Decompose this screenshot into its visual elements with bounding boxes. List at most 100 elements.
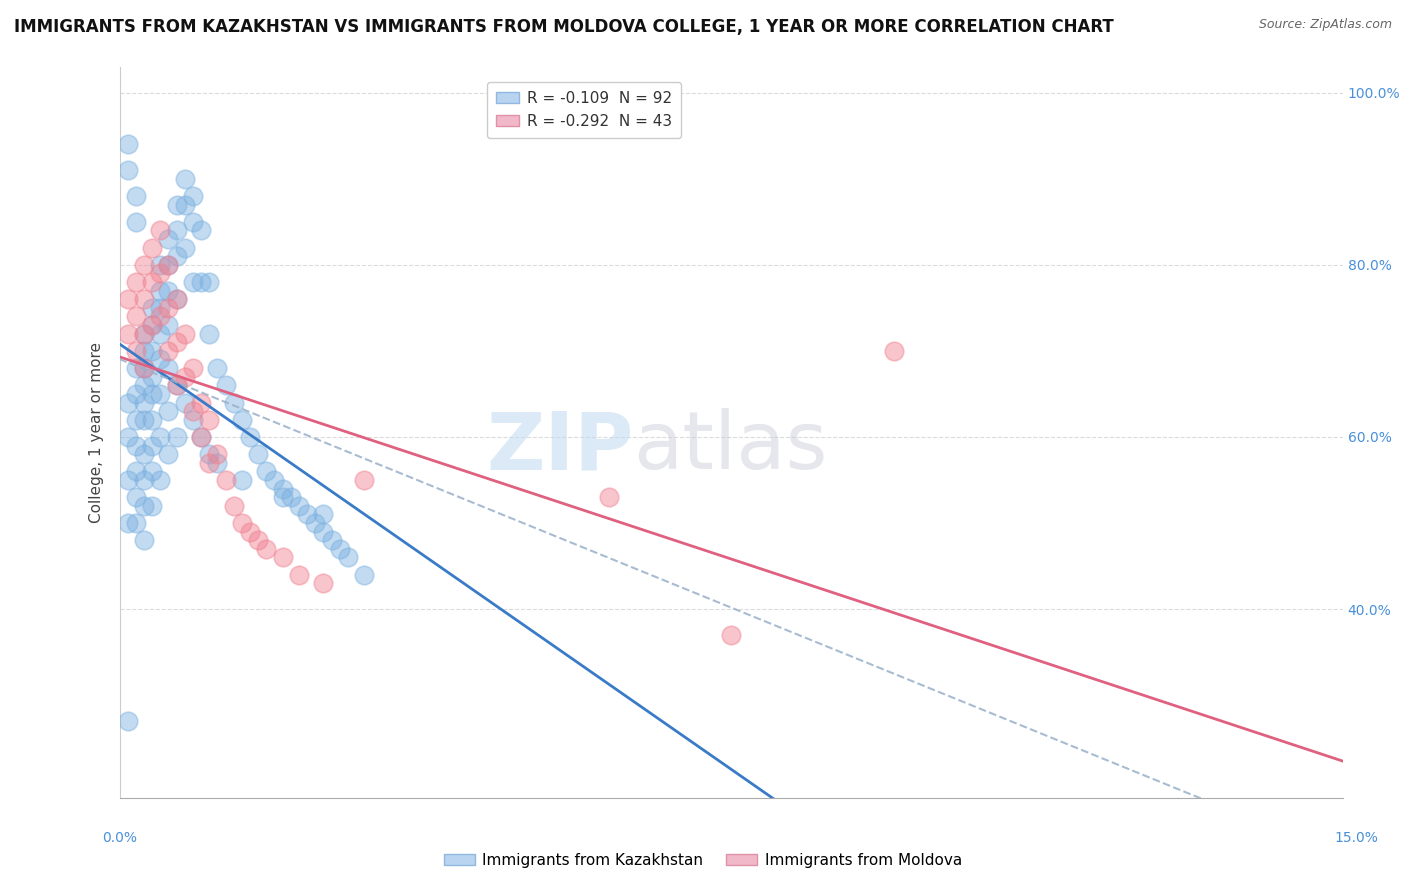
Point <box>720 628 742 642</box>
Text: atlas: atlas <box>633 409 828 486</box>
Point <box>117 516 139 530</box>
Point <box>141 301 163 315</box>
Point <box>166 223 188 237</box>
Y-axis label: College, 1 year or more: College, 1 year or more <box>89 343 104 523</box>
Point <box>312 508 335 522</box>
Point <box>117 292 139 306</box>
Point <box>181 404 204 418</box>
Point <box>295 508 318 522</box>
Point <box>125 464 148 478</box>
Point <box>173 171 195 186</box>
Point <box>157 343 180 358</box>
Point <box>214 378 236 392</box>
Point <box>271 482 294 496</box>
Point <box>149 430 172 444</box>
Point <box>141 318 163 332</box>
Point <box>173 369 195 384</box>
Point <box>263 473 285 487</box>
Point <box>149 310 172 324</box>
Point <box>190 395 212 409</box>
Point <box>157 361 180 376</box>
Point <box>117 714 139 728</box>
Point <box>190 275 212 289</box>
Text: IMMIGRANTS FROM KAZAKHSTAN VS IMMIGRANTS FROM MOLDOVA COLLEGE, 1 YEAR OR MORE CO: IMMIGRANTS FROM KAZAKHSTAN VS IMMIGRANTS… <box>14 18 1114 36</box>
Point <box>132 378 155 392</box>
Point <box>125 310 148 324</box>
Point <box>198 413 221 427</box>
Point <box>157 232 180 246</box>
Point <box>321 533 343 548</box>
Point <box>598 490 620 504</box>
Point <box>181 275 204 289</box>
Point <box>883 343 905 358</box>
Point <box>157 284 180 298</box>
Point <box>132 395 155 409</box>
Point <box>254 464 277 478</box>
Point <box>271 550 294 565</box>
Point <box>149 284 172 298</box>
Point <box>157 318 180 332</box>
Point <box>157 258 180 272</box>
Point <box>288 567 311 582</box>
Point <box>149 267 172 281</box>
Point <box>141 387 163 401</box>
Point <box>125 438 148 452</box>
Point <box>157 447 180 461</box>
Point <box>157 404 180 418</box>
Point <box>117 326 139 341</box>
Point <box>239 430 262 444</box>
Point <box>181 189 204 203</box>
Point <box>181 361 204 376</box>
Point <box>190 430 212 444</box>
Point <box>141 413 163 427</box>
Point <box>239 524 262 539</box>
Point <box>125 387 148 401</box>
Point <box>353 473 375 487</box>
Point <box>125 413 148 427</box>
Point <box>173 326 195 341</box>
Point <box>181 215 204 229</box>
Point <box>157 301 180 315</box>
Point <box>336 550 359 565</box>
Point <box>166 335 188 350</box>
Point <box>304 516 326 530</box>
Point <box>271 490 294 504</box>
Point <box>247 533 270 548</box>
Point <box>166 292 188 306</box>
Point <box>222 499 245 513</box>
Legend: Immigrants from Kazakhstan, Immigrants from Moldova: Immigrants from Kazakhstan, Immigrants f… <box>439 847 967 873</box>
Point <box>141 318 163 332</box>
Point <box>141 464 163 478</box>
Text: 0.0%: 0.0% <box>103 831 136 846</box>
Point <box>190 223 212 237</box>
Point <box>132 326 155 341</box>
Point <box>198 326 221 341</box>
Point <box>141 369 163 384</box>
Point <box>125 343 148 358</box>
Point <box>173 241 195 255</box>
Point <box>166 292 188 306</box>
Point <box>141 499 163 513</box>
Point <box>149 352 172 367</box>
Point <box>190 430 212 444</box>
Point <box>181 413 204 427</box>
Point <box>207 456 229 470</box>
Point <box>231 516 253 530</box>
Point <box>166 378 188 392</box>
Point <box>117 395 139 409</box>
Point <box>125 361 148 376</box>
Point <box>173 197 195 211</box>
Point <box>117 473 139 487</box>
Point <box>207 361 229 376</box>
Point <box>198 447 221 461</box>
Point <box>132 343 155 358</box>
Point <box>166 249 188 263</box>
Point <box>141 241 163 255</box>
Point <box>198 456 221 470</box>
Legend: R = -0.109  N = 92, R = -0.292  N = 43: R = -0.109 N = 92, R = -0.292 N = 43 <box>488 82 682 138</box>
Point <box>288 499 311 513</box>
Point <box>141 275 163 289</box>
Point <box>132 258 155 272</box>
Point <box>141 343 163 358</box>
Point <box>125 516 148 530</box>
